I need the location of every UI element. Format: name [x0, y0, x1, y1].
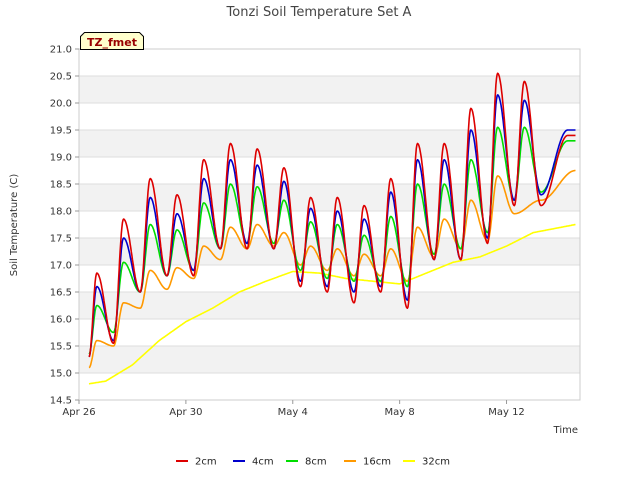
x-tick-label: May 12 [488, 407, 525, 418]
y-tick-label: 17.5 [50, 234, 72, 245]
site-tag-label: TZ_fmet [87, 36, 137, 49]
x-tick-label: Apr 30 [169, 407, 202, 418]
y-tick-label: 17.0 [50, 261, 72, 272]
plot-band [79, 346, 580, 373]
plot-band [79, 373, 580, 400]
series-line-16cm [88, 169, 576, 369]
y-tick-label: 21.0 [50, 45, 72, 56]
site-tag-box [80, 32, 144, 50]
y-tick-label: 20.0 [50, 99, 72, 110]
series-line-2cm [88, 72, 576, 358]
y-axis-title: Soil Temperature (C) [9, 174, 20, 277]
x-axis-ticks: Apr 26 Apr 30 May 4 May 8 May 12 [62, 400, 525, 418]
x-tick-label: Apr 26 [62, 407, 95, 418]
chart-title: Tonzi Soil Temperature Set A [226, 5, 412, 20]
y-tick-label: 15.5 [50, 342, 72, 353]
legend-label-16cm: 16cm [363, 457, 391, 468]
plot-band [79, 238, 580, 265]
y-tick-label: 20.5 [50, 72, 72, 83]
site-tag-badge: TZ_fmet [80, 32, 144, 50]
legend-label-2cm: 2cm [195, 457, 217, 468]
legend-label-8cm: 8cm [305, 457, 327, 468]
plot-band [79, 319, 580, 346]
y-tick-label: 16.0 [50, 315, 72, 326]
y-tick-label: 19.0 [50, 153, 72, 164]
series-line-32cm [88, 223, 576, 385]
legend-label-32cm: 32cm [422, 457, 450, 468]
plot-area [79, 49, 580, 400]
y-tick-label: 19.5 [50, 126, 72, 137]
y-tick-label: 15.0 [50, 369, 72, 380]
x-axis-title: Time [553, 425, 578, 436]
plot-band [79, 184, 580, 211]
y-axis-ticks: 14.5 15.0 15.5 16.0 16.5 17.0 17.5 18.0 18.5 19.0… [50, 45, 79, 407]
plot-band [79, 49, 580, 76]
legend: 2cm 4cm 8cm 16cm 32cm [176, 457, 450, 468]
plot-band [79, 76, 580, 103]
plot-band [79, 292, 580, 319]
y-tick-label: 14.5 [50, 396, 72, 407]
y-tick-label: 18.0 [50, 207, 72, 218]
x-tick-label: May 8 [385, 407, 415, 418]
y-tick-label: 16.5 [50, 288, 72, 299]
plot-frame [78, 48, 581, 401]
plot-band [79, 103, 580, 130]
legend-label-4cm: 4cm [252, 457, 274, 468]
y-tick-label: 18.5 [50, 180, 72, 191]
x-tick-label: May 4 [278, 407, 308, 418]
plot-band [79, 211, 580, 238]
series-lines [88, 72, 576, 385]
